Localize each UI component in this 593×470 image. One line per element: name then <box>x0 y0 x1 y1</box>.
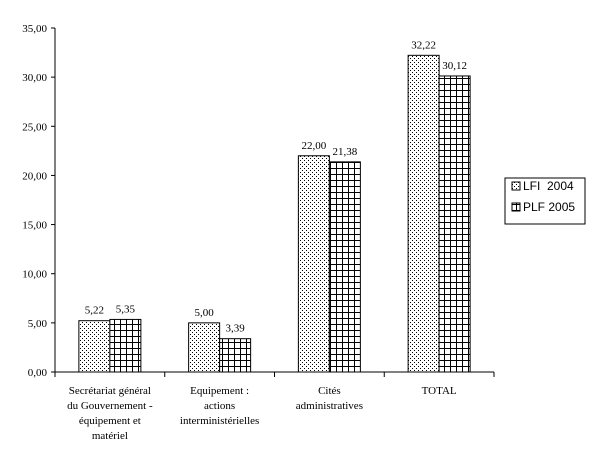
category-label-line: TOTAL <box>422 385 457 397</box>
category-label: Equipement : actions interministérielles <box>180 385 259 427</box>
bar-plf-2005 <box>328 161 361 373</box>
y-tick-label: 25,00 <box>22 121 47 133</box>
legend-entry: PLF 2005 <box>523 200 575 214</box>
bars <box>78 54 471 373</box>
bar-plf-2005 <box>109 318 142 373</box>
data-label: 5,22 <box>85 305 104 317</box>
bar-plf-2005 <box>438 75 471 373</box>
bar-lfi-2004 <box>297 155 330 373</box>
y-tick-label: 0,00 <box>28 367 48 379</box>
data-label: 32,22 <box>411 39 436 51</box>
category-label: TOTAL <box>422 385 457 397</box>
category-label-line: Equipement : <box>190 385 249 397</box>
category-labels: Secrétariat général du Gouvernement - équi… <box>67 385 457 442</box>
data-label: 22,00 <box>302 140 327 152</box>
y-tick-label: 35,00 <box>22 23 47 35</box>
y-tick-label: 30,00 <box>22 72 47 84</box>
category-label-line: du Gouvernement - <box>67 400 153 412</box>
category-label-line: interministérielles <box>180 415 259 427</box>
category-label-line: actions <box>204 400 235 412</box>
data-label: 30,12 <box>442 60 467 72</box>
data-label: 3,39 <box>226 323 246 335</box>
y-tick-label: 20,00 <box>22 170 47 182</box>
y-tick-label: 15,00 <box>22 220 47 232</box>
category-label-line: Secrétariat général <box>69 385 151 397</box>
category-label-line: matériel <box>92 430 128 442</box>
y-tick-label: 10,00 <box>22 269 47 281</box>
category-label-line: administratives <box>296 400 363 412</box>
legend: LFI 2004 PLF 2005 <box>504 177 586 225</box>
bar-lfi-2004 <box>188 322 221 373</box>
legend-entry: LFI 2004 <box>523 179 574 193</box>
legend-swatch <box>511 181 521 191</box>
category-label-line: Cités <box>318 385 341 397</box>
category-label-line: équipement et <box>79 415 141 427</box>
data-label: 5,35 <box>116 303 136 315</box>
data-label: 5,00 <box>195 307 215 319</box>
bar-lfi-2004 <box>78 320 111 373</box>
legend-swatch <box>511 202 521 212</box>
category-label: Secrétariat général du Gouvernement - équi… <box>67 385 153 442</box>
data-label: 21,38 <box>333 146 358 158</box>
bar-lfi-2004 <box>407 54 440 373</box>
category-label: Cités administratives <box>296 385 363 412</box>
bar-plf-2005 <box>219 338 252 373</box>
y-tick-label: 5,00 <box>28 318 48 330</box>
data-labels: 5,22 5,00 22,00 32,22 5,35 3,39 21,38 30,12 <box>85 39 467 334</box>
